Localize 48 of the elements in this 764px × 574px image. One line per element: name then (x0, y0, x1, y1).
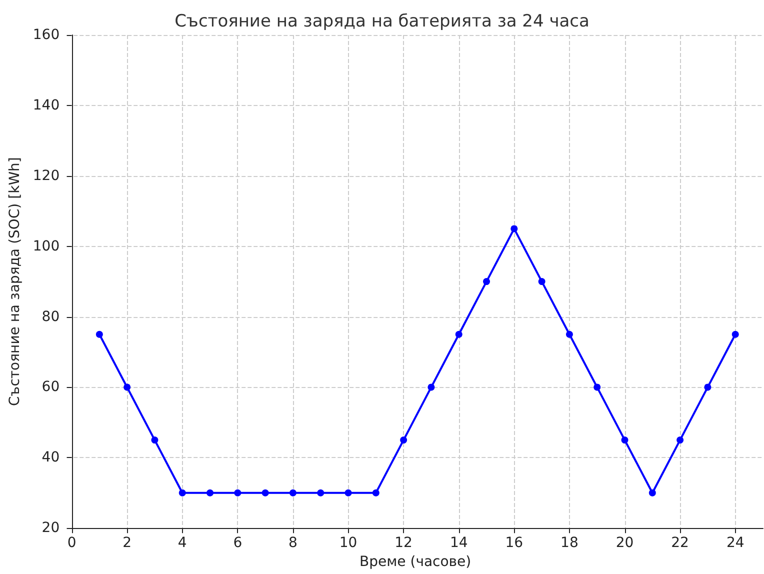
point (566, 330, 573, 338)
point (483, 278, 490, 286)
point (455, 330, 462, 338)
point (289, 489, 296, 496)
x-tick-label: 24 (726, 535, 744, 552)
x-tick-label: 4 (178, 535, 187, 552)
x-tick-label: 22 (671, 535, 689, 552)
point (538, 278, 546, 286)
y-tick-label: 100 (32, 238, 60, 254)
y-tick-label: 40 (42, 450, 60, 466)
x-tick-label: 2 (122, 535, 132, 552)
point (317, 489, 324, 496)
point (621, 436, 628, 444)
point (96, 330, 103, 338)
chart-title: Състояние на заряда на батерията за 24 часа (174, 12, 590, 32)
x-tick-label: 20 (616, 535, 634, 552)
y-tick-label: 120 (32, 168, 60, 184)
point (704, 384, 712, 391)
point (234, 489, 242, 496)
y-tick-label: 160 (32, 27, 60, 43)
point (372, 489, 380, 496)
point (732, 330, 739, 338)
y-tick-label: 80 (42, 308, 60, 325)
x-tick-label: 6 (233, 535, 242, 552)
y-axis-title: Състояние на заряда (SOC) [kWh] (7, 157, 23, 406)
y-tick-label: 20 (42, 520, 60, 536)
point (428, 384, 435, 391)
x-tick-label: 8 (288, 535, 298, 552)
point (400, 436, 408, 444)
y-tick-label: 60 (42, 379, 60, 396)
point (510, 225, 518, 232)
point (344, 489, 352, 496)
x-tick-label: 12 (394, 535, 412, 552)
x-tick-label: 10 (339, 535, 358, 552)
point (594, 384, 601, 391)
point (178, 489, 186, 496)
y-tick-label: 140 (32, 97, 60, 114)
point (648, 489, 656, 496)
point (262, 489, 269, 496)
x-tick-label: 16 (505, 535, 524, 552)
x-tick-label: 18 (560, 535, 578, 552)
x-tick-label: 14 (450, 535, 468, 552)
x-tick-label: 0 (67, 535, 76, 552)
x-axis-title: Време (часове) (359, 554, 472, 570)
point (124, 384, 131, 391)
point (151, 436, 158, 444)
point (676, 436, 684, 444)
point (206, 489, 214, 496)
